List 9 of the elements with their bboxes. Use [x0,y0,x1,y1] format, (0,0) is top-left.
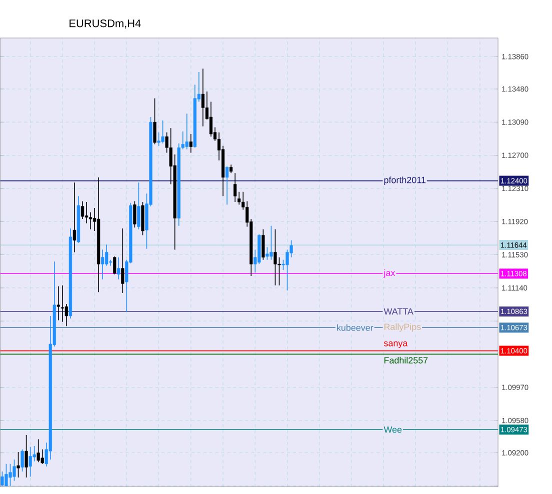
ref-line-label: Wee [384,426,402,433]
chart-title: EURUSDm,H4 [70,20,141,29]
ref-line-label: RallyPips [384,324,421,332]
ref-line-label: WATTA [384,308,414,315]
ref-line-label: pforth2011 [384,176,426,186]
ref-line-label: kubeever [337,324,374,332]
ref-line-label: jax [384,270,396,278]
ref-line-label: sanya [384,342,408,348]
ref-line-label: Fadhil2557 [384,357,428,364]
